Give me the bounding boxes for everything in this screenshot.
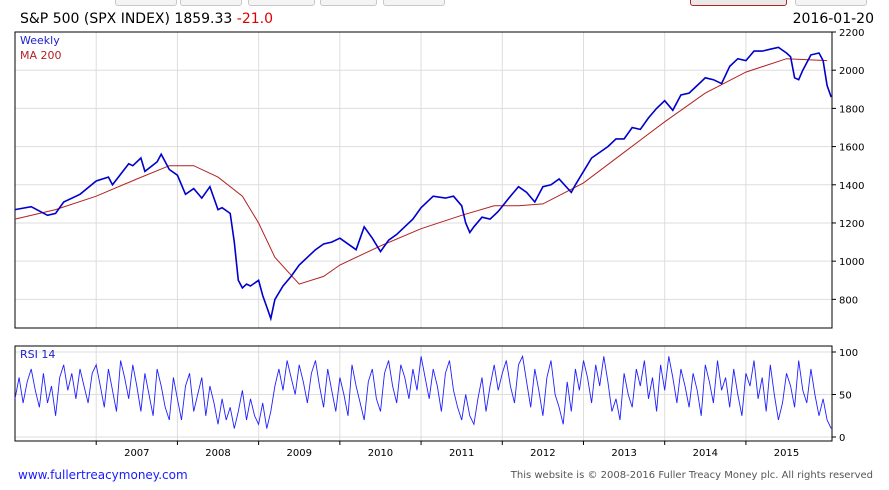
toolbar-tab-active[interactable] xyxy=(690,0,787,6)
x-tick-label: 2011 xyxy=(449,448,474,459)
price-tick-label: 1800 xyxy=(839,104,864,115)
price-tick-label: 1600 xyxy=(839,143,864,154)
rsi-tick-label: 100 xyxy=(839,348,858,359)
weekly-price-series-line xyxy=(14,46,832,322)
price-change: -21.0 xyxy=(236,11,274,27)
toolbar-tab[interactable] xyxy=(180,0,242,6)
legend-weekly: Weekly xyxy=(20,34,60,47)
rsi14-series-line xyxy=(14,354,832,429)
price-tick-label: 1000 xyxy=(839,257,864,268)
toolbar-tab[interactable] xyxy=(320,0,377,6)
toolbar-tab[interactable] xyxy=(248,0,315,6)
price-tick-label: 1200 xyxy=(839,219,864,230)
x-tick-label: 2010 xyxy=(368,448,393,459)
top-tab-strip xyxy=(0,0,889,6)
x-tick-label: 2008 xyxy=(205,448,230,459)
price-tick-label: 2000 xyxy=(839,66,864,77)
x-tick-label: 2007 xyxy=(124,448,149,459)
x-tick-label: 2015 xyxy=(774,448,799,459)
footer-site-link[interactable]: www.fullertreacymoney.com xyxy=(18,468,188,482)
price-panel-frame xyxy=(14,31,833,329)
rsi-grid xyxy=(15,346,832,441)
x-axis: 2007 2008 2009 2010 2011 2012 2013 2014 2015 xyxy=(95,441,799,459)
chart-date: 2016-01-20 xyxy=(792,11,874,27)
rsi-y-axis: 0 50 100 xyxy=(832,348,858,444)
chart-title: S&P 500 (SPX INDEX) 1859.33 -21.0 xyxy=(20,11,273,27)
legend-rsi14: RSI 14 xyxy=(20,348,55,361)
index-name-price: S&P 500 (SPX INDEX) 1859.33 xyxy=(20,11,233,27)
x-tick-label: 2013 xyxy=(611,448,636,459)
price-tick-label: 800 xyxy=(839,295,858,306)
ma200-series-line xyxy=(14,58,828,285)
price-tick-label: 2200 xyxy=(839,28,864,39)
x-tick-label: 2014 xyxy=(693,448,718,459)
footer-copyright: This website is © 2008-2016 Fuller Treac… xyxy=(510,470,873,481)
legend-ma200: MA 200 xyxy=(20,49,62,62)
x-tick-label: 2012 xyxy=(530,448,555,459)
toolbar-tab[interactable] xyxy=(383,0,445,6)
price-tick-label: 1400 xyxy=(839,181,864,192)
toolbar-tab[interactable] xyxy=(795,0,867,6)
rsi-panel-frame xyxy=(14,345,833,442)
price-grid xyxy=(15,31,832,328)
x-tick-label: 2009 xyxy=(287,448,312,459)
rsi-tick-label: 0 xyxy=(839,433,845,444)
toolbar-tab[interactable] xyxy=(115,0,177,6)
price-y-axis: 800 1000 1200 1400 1600 1800 2000 2200 xyxy=(832,28,864,306)
rsi-tick-label: 50 xyxy=(839,391,852,402)
